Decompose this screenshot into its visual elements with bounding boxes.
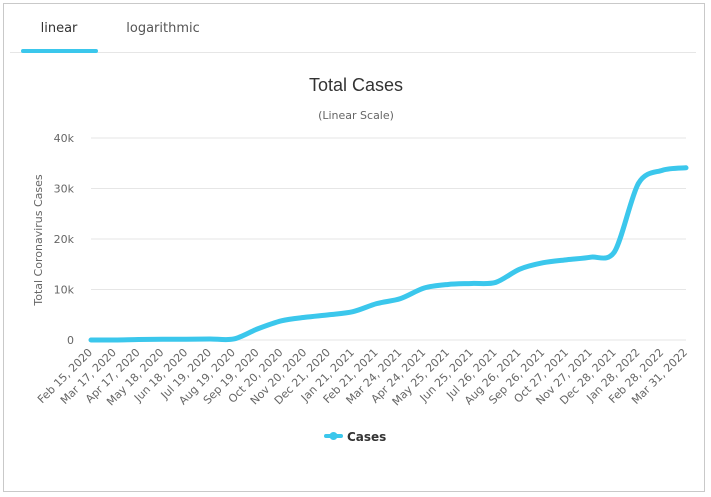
y-tick-label: 20k [54,233,75,246]
tab-logarithmic[interactable]: logarithmic [126,21,200,36]
tab-linear[interactable]: linear [40,21,78,36]
active-tab-indicator [21,49,98,53]
y-tick-labels: 0 10k 20k 30k 40k [54,132,75,347]
series-line-cases[interactable] [88,165,689,343]
gridlines [91,137,686,341]
y-axis-label: Total Coronavirus Cases [32,174,45,307]
chart-frame [3,3,705,492]
y-tick-label: 10k [54,284,75,297]
series-lines [88,165,689,343]
legend[interactable]: Cases [324,430,386,444]
y-tick-label: 40k [54,132,75,145]
legend-label-cases[interactable]: Cases [347,430,386,444]
chart-subtitle: (Linear Scale) [318,109,394,122]
y-tick-label: 0 [67,334,74,347]
chart-title: Total Cases [309,75,403,95]
legend-marker [329,432,338,440]
scale-tabs: linear logarithmic [10,0,696,53]
y-tick-label: 30k [54,183,75,196]
